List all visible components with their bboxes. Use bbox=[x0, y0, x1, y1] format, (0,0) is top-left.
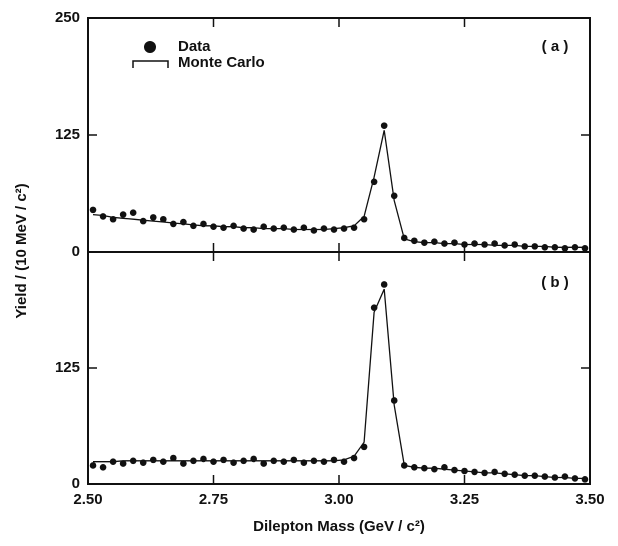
data-point bbox=[380, 122, 388, 129]
data-point bbox=[280, 458, 288, 466]
data-point bbox=[260, 460, 268, 467]
data-point bbox=[561, 244, 569, 252]
data-point bbox=[561, 473, 569, 480]
data-point bbox=[380, 281, 388, 288]
data-point bbox=[149, 456, 157, 464]
y-tick-label: 125 bbox=[55, 126, 80, 143]
data-point bbox=[541, 244, 549, 251]
legend-label: Data bbox=[178, 38, 211, 55]
data-point bbox=[511, 241, 518, 248]
data-point bbox=[431, 238, 438, 246]
data-point bbox=[330, 226, 338, 233]
data-point bbox=[240, 225, 247, 232]
legend-marker bbox=[132, 60, 169, 68]
data-point bbox=[119, 211, 127, 218]
data-point bbox=[89, 462, 97, 469]
data-point bbox=[330, 456, 338, 464]
data-point bbox=[160, 458, 167, 466]
data-point bbox=[220, 456, 227, 464]
data-point bbox=[129, 209, 137, 216]
mc-line bbox=[93, 288, 585, 480]
data-point bbox=[310, 227, 318, 234]
data-point bbox=[220, 224, 227, 231]
x-tick-label: 3.50 bbox=[575, 491, 604, 508]
y-tick-label: 0 bbox=[72, 475, 80, 492]
mc-line bbox=[92, 130, 585, 248]
data-point bbox=[139, 217, 147, 225]
data-point bbox=[491, 468, 498, 476]
data-point bbox=[210, 223, 217, 231]
panel-label: ( a ) bbox=[542, 38, 569, 55]
x-tick-label: 2.50 bbox=[73, 491, 102, 508]
data-point bbox=[581, 476, 589, 483]
data-point bbox=[170, 454, 177, 462]
data-point bbox=[581, 244, 589, 252]
data-point bbox=[160, 215, 167, 223]
y-tick-label: 0 bbox=[72, 243, 80, 260]
data-point bbox=[190, 222, 197, 230]
data-point bbox=[170, 220, 177, 228]
legend-label: Monte Carlo bbox=[178, 54, 265, 71]
panel-label: ( b ) bbox=[541, 274, 569, 291]
legend-marker bbox=[144, 41, 156, 53]
x-axis-label: Dilepton Mass (GeV / c²) bbox=[253, 518, 425, 535]
data-point bbox=[431, 465, 438, 473]
data-point bbox=[210, 458, 217, 466]
x-tick-label: 2.75 bbox=[199, 491, 228, 508]
data-point bbox=[320, 225, 328, 232]
data-point bbox=[290, 456, 298, 464]
x-tick-label: 3.25 bbox=[450, 491, 479, 508]
data-point bbox=[149, 214, 157, 221]
data-point bbox=[119, 460, 127, 467]
data-point bbox=[230, 222, 237, 230]
data-point bbox=[471, 240, 478, 247]
data-point bbox=[390, 192, 398, 200]
data-point bbox=[320, 458, 328, 466]
x-tick-label: 3.00 bbox=[324, 491, 353, 508]
data-point bbox=[89, 206, 97, 214]
y-axis-label: Yield / (10 MeV / c²) bbox=[13, 183, 30, 318]
data-point bbox=[340, 225, 348, 232]
y-tick-label: 250 bbox=[55, 9, 80, 26]
data-point bbox=[451, 239, 458, 246]
data-point bbox=[280, 224, 288, 231]
data-point bbox=[99, 463, 107, 471]
y-tick-label: 125 bbox=[55, 359, 80, 376]
data-point bbox=[180, 460, 187, 467]
